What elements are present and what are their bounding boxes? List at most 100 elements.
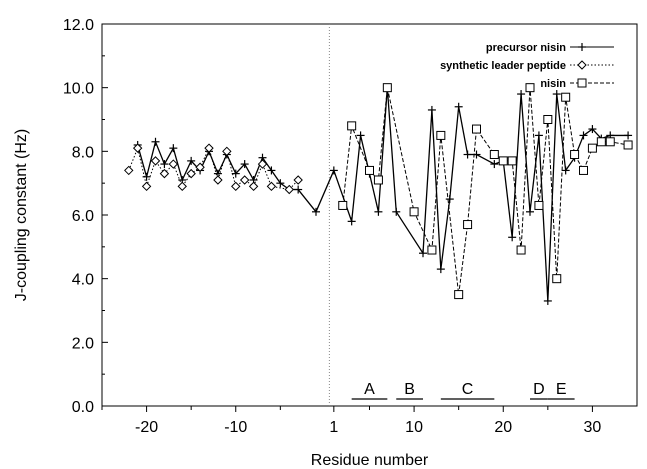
point-square bbox=[436, 130, 446, 140]
y-axis-title: J-coupling constant (Hz) bbox=[13, 129, 30, 302]
point-plus bbox=[347, 217, 356, 226]
x-tick-label: 10 bbox=[405, 419, 423, 436]
point-plus bbox=[240, 160, 249, 169]
point-square bbox=[427, 245, 437, 255]
legend-label: nisin bbox=[540, 78, 566, 90]
point-plus bbox=[508, 233, 517, 242]
point-plus bbox=[142, 172, 151, 181]
region-label: C bbox=[462, 381, 474, 398]
y-tick-label: 0.0 bbox=[72, 399, 94, 416]
point-diamond bbox=[222, 146, 232, 157]
point-diamond bbox=[239, 175, 250, 185]
point-diamond bbox=[150, 156, 161, 166]
point-diamond bbox=[213, 175, 223, 185]
point-plus bbox=[392, 207, 401, 216]
point-plus bbox=[231, 169, 240, 178]
point-square bbox=[561, 92, 571, 102]
point-plus bbox=[552, 90, 561, 99]
point-plus bbox=[160, 160, 169, 169]
point-diamond bbox=[248, 181, 259, 192]
y-tick-label: 2.0 bbox=[72, 335, 94, 352]
point-diamond bbox=[204, 143, 214, 153]
legend: precursor nisin synthetic leader peptide n… bbox=[440, 42, 614, 90]
point-square bbox=[338, 200, 348, 210]
point-square bbox=[525, 83, 535, 93]
point-square bbox=[534, 200, 544, 210]
x-axis-title: Residue number bbox=[311, 452, 429, 469]
point-diamond bbox=[293, 175, 303, 185]
legend-label: synthetic leader peptide bbox=[440, 60, 566, 72]
point-plus bbox=[463, 150, 472, 159]
point-plus bbox=[579, 131, 588, 140]
point-plus bbox=[624, 131, 633, 140]
point-diamond bbox=[257, 159, 268, 169]
point-square bbox=[596, 137, 606, 147]
point-plus bbox=[169, 144, 178, 153]
point-square bbox=[382, 83, 392, 93]
legend-marker-diamond bbox=[577, 60, 587, 70]
series-line-0 bbox=[137, 87, 629, 301]
point-square bbox=[516, 245, 526, 255]
point-plus bbox=[419, 249, 427, 258]
point-square bbox=[579, 165, 588, 175]
y-tick-label: 4.0 bbox=[72, 272, 94, 289]
y-tick-label: 8.0 bbox=[72, 144, 94, 161]
y-tick-label: 6.0 bbox=[72, 208, 94, 225]
point-square bbox=[489, 150, 499, 160]
x-tick-label: 30 bbox=[584, 419, 602, 436]
point-plus bbox=[534, 131, 543, 140]
point-plus bbox=[561, 166, 570, 175]
region-label: E bbox=[556, 381, 567, 398]
point-diamond bbox=[266, 181, 277, 192]
point-plus bbox=[294, 185, 303, 194]
point-square bbox=[498, 156, 508, 166]
point-diamond bbox=[168, 159, 179, 169]
point-plus bbox=[312, 207, 320, 216]
y-tick-label: 10.0 bbox=[63, 81, 94, 98]
legend-marker-plus bbox=[578, 43, 586, 51]
point-plus bbox=[329, 166, 338, 175]
point-square bbox=[365, 165, 374, 175]
y-tick-label: 12.0 bbox=[63, 17, 94, 34]
point-diamond bbox=[141, 181, 152, 192]
x-tick-label: 20 bbox=[494, 419, 512, 436]
point-plus bbox=[454, 102, 463, 111]
point-plus bbox=[276, 179, 285, 188]
x-tick-label: -10 bbox=[224, 419, 247, 436]
point-square bbox=[552, 274, 562, 284]
x-tick-label: -20 bbox=[135, 419, 158, 436]
point-plus bbox=[267, 166, 276, 175]
point-diamond bbox=[186, 168, 196, 179]
region-label: A bbox=[364, 381, 375, 398]
point-plus bbox=[374, 207, 383, 216]
point-diamond bbox=[177, 181, 187, 192]
point-plus bbox=[588, 125, 597, 134]
x-tick-label: 1 bbox=[329, 419, 338, 436]
x-axis: -20 -10 1 10 20 30 bbox=[101, 406, 602, 436]
point-diamond bbox=[195, 162, 205, 172]
point-plus bbox=[427, 105, 436, 114]
point-square bbox=[347, 121, 357, 131]
point-square bbox=[507, 156, 517, 166]
point-square bbox=[570, 150, 580, 160]
point-diamond bbox=[284, 184, 294, 195]
point-plus bbox=[517, 90, 526, 99]
point-plus bbox=[526, 207, 534, 216]
point-plus bbox=[490, 160, 499, 169]
point-square bbox=[454, 290, 464, 300]
point-square bbox=[373, 175, 383, 185]
point-diamond bbox=[231, 181, 241, 192]
point-diamond bbox=[159, 168, 170, 179]
point-square bbox=[409, 207, 419, 217]
point-diamond bbox=[124, 165, 134, 176]
point-plus bbox=[187, 156, 196, 165]
point-square bbox=[623, 140, 633, 150]
point-plus bbox=[445, 195, 454, 204]
series-lines bbox=[128, 87, 629, 301]
series-markers bbox=[124, 83, 633, 305]
region-label: D bbox=[533, 381, 545, 398]
point-plus bbox=[356, 131, 365, 140]
point-plus bbox=[151, 137, 160, 146]
